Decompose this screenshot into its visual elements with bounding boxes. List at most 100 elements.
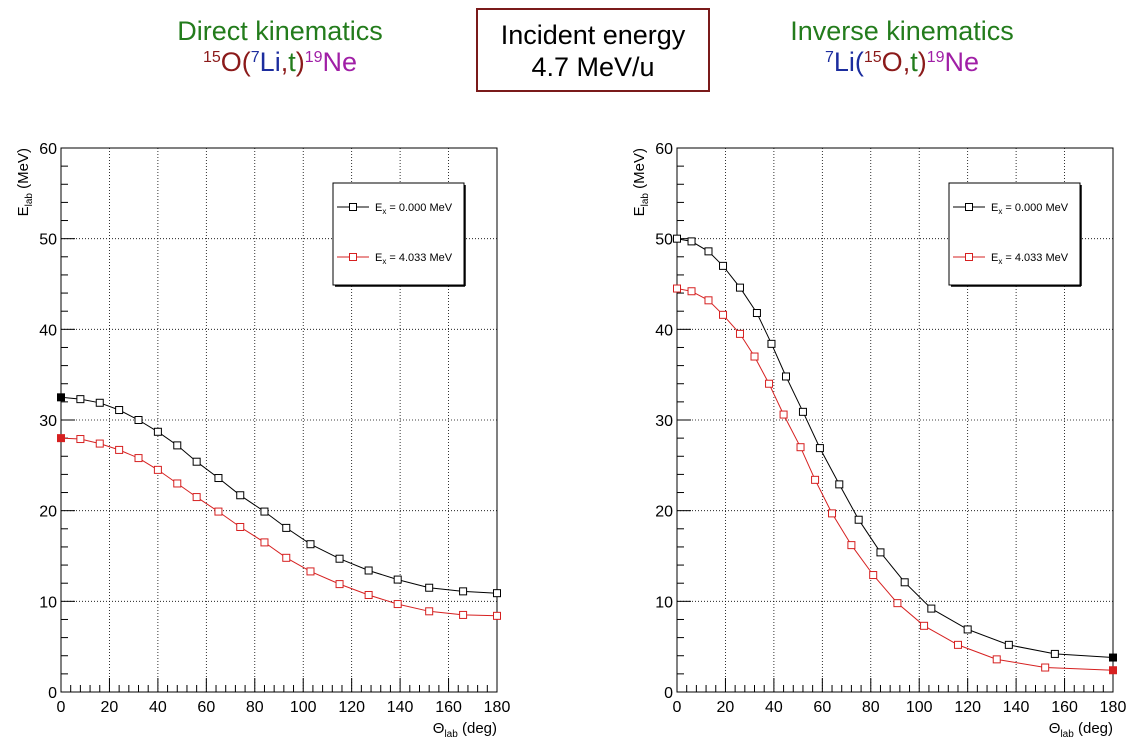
data-point: [835, 480, 844, 489]
x-tick-label: 120: [954, 699, 981, 716]
series-1: [57, 434, 501, 620]
reaction-part: 7: [824, 49, 834, 66]
data-point: [364, 566, 373, 575]
data-point: [893, 599, 902, 608]
data-point: [828, 509, 837, 518]
reaction-part: t: [910, 47, 918, 77]
y-axis-title: Elab (MeV): [15, 148, 35, 216]
data-point: [173, 479, 182, 488]
data-point: [493, 589, 501, 598]
data-point: [779, 410, 788, 419]
data-point: [260, 507, 269, 516]
legend-entry-label: Ex = 4.033 MeV: [991, 252, 1069, 266]
x-tick-label: 40: [149, 699, 167, 716]
reaction-part: (: [241, 47, 251, 77]
inverse-kinematics-title: Inverse kinematics: [790, 16, 1014, 46]
y-tick-label: 20: [655, 504, 673, 521]
reaction-part: 7: [250, 49, 260, 66]
x-tick-label: 0: [673, 699, 682, 716]
y-tick-label: 50: [655, 232, 673, 249]
x-tick-label: 40: [765, 699, 783, 716]
data-point: [704, 247, 713, 256]
direct-reaction-label: 15O(7Li,t)19Ne: [130, 47, 430, 78]
legend-swatch-marker: [349, 203, 357, 211]
direct-kinematics-title: Direct kinematics: [177, 16, 383, 46]
data-point: [1109, 653, 1117, 662]
plot-inverse: 0 20 40 60 80 100 120 140 160 180 0 10 20 30 40 50 60 Θla…: [631, 141, 1126, 740]
data-point: [752, 309, 761, 318]
plot-direct: 0 20 40 60 80 100 120 140 160 180 0 10 20 30 40 50 60 Θla…: [15, 141, 510, 740]
data-point: [115, 445, 124, 454]
data-point: [95, 439, 104, 448]
data-point: [869, 571, 878, 580]
series-0: [673, 234, 1117, 662]
inverse-reaction-label: 7Li(15O,t)19Ne: [752, 47, 1052, 78]
data-point: [992, 655, 1001, 664]
incident-energy-box: Incident energy 4.7 MeV/u: [476, 8, 710, 92]
data-point: [192, 457, 201, 466]
data-point: [393, 600, 402, 609]
data-point: [719, 261, 728, 270]
data-point: [854, 515, 863, 524]
data-point: [306, 567, 315, 576]
reaction-part: ,: [280, 47, 289, 77]
data-point: [735, 329, 744, 338]
data-point: [393, 575, 402, 584]
data-point: [335, 580, 344, 589]
x-tick-label: 20: [717, 699, 735, 716]
x-tick-label: 100: [906, 699, 933, 716]
reaction-part: 19: [926, 49, 945, 66]
data-point: [687, 237, 696, 246]
data-point: [920, 621, 929, 630]
data-point: [782, 372, 790, 381]
reaction-part: ): [295, 47, 305, 77]
data-point: [425, 607, 434, 616]
inverse-kinematics-header: Inverse kinematics 7Li(15O,t)19Ne: [752, 16, 1052, 78]
data-point: [306, 540, 315, 549]
data-point: [1004, 640, 1013, 649]
y-tick-label: 10: [655, 594, 673, 611]
series-line: [60, 396, 498, 594]
data-point: [493, 611, 501, 620]
data-point: [57, 393, 65, 402]
data-point: [876, 548, 885, 557]
data-point: [767, 339, 776, 348]
x-tick-label: 180: [1100, 699, 1127, 716]
data-point: [134, 454, 143, 463]
data-point: [153, 427, 162, 436]
x-tick-label: 140: [387, 699, 414, 716]
data-point: [750, 352, 759, 361]
legend-swatch-marker: [349, 253, 357, 261]
y-tick-label: 60: [39, 141, 57, 158]
reaction-part: Ne: [944, 47, 980, 77]
y-tick-label: 50: [39, 232, 57, 249]
data-point: [704, 296, 713, 305]
data-point: [214, 507, 223, 516]
y-tick-label: 30: [39, 413, 57, 430]
data-point: [282, 523, 291, 532]
y-tick-label: 0: [664, 685, 673, 702]
data-point: [811, 475, 820, 484]
data-point: [173, 441, 182, 450]
y-tick-label: 10: [39, 594, 57, 611]
data-point: [214, 474, 223, 483]
data-point: [335, 554, 344, 563]
data-point: [847, 541, 856, 550]
data-point: [927, 604, 936, 613]
reaction-part: O: [220, 47, 242, 77]
legend-entry-label: Ex = 4.033 MeV: [375, 252, 453, 266]
data-point: [57, 434, 65, 443]
data-point: [735, 283, 744, 292]
data-point: [192, 493, 201, 502]
data-point: [76, 395, 85, 404]
data-point: [673, 284, 681, 293]
y-tick-label: 60: [655, 141, 673, 158]
data-point: [153, 465, 162, 474]
y-tick-label: 20: [39, 504, 57, 521]
data-point: [815, 444, 824, 453]
data-point: [953, 640, 962, 649]
direct-kinematics-header: Direct kinematics 15O(7Li,t)19Ne: [130, 16, 430, 78]
series-0: [57, 393, 501, 598]
reaction-part: Ne: [322, 47, 358, 77]
legend-entry-label: Ex = 0.000 MeV: [375, 202, 453, 216]
